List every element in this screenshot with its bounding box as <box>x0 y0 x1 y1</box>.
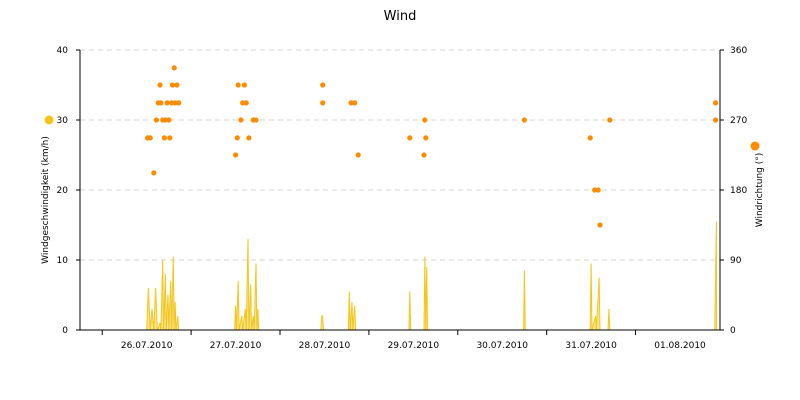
y-right-tick-label: 0 <box>730 326 736 336</box>
wind-direction-point <box>151 170 157 176</box>
y-right-tick-label: 270 <box>730 116 747 126</box>
y-left-tick-label: 20 <box>57 186 69 196</box>
y-left-axis-title: Windgeschwindigkeit (km/h) <box>41 136 51 264</box>
wind-direction-point <box>233 152 239 158</box>
wind-direction-point <box>597 222 603 228</box>
wind-direction-point <box>595 187 601 193</box>
wind-speed-area-path <box>146 221 717 331</box>
x-tick-label: 27.07.2010 <box>210 341 262 351</box>
wind-direction-points <box>145 65 719 228</box>
wind-direction-point <box>348 100 354 106</box>
gridlines <box>80 49 720 261</box>
speed-series-marker-icon <box>44 115 54 125</box>
wind-direction-point <box>320 82 326 88</box>
wind-direction-point <box>355 152 361 158</box>
wind-direction-point <box>253 117 259 123</box>
wind-direction-point <box>166 117 172 123</box>
wind-direction-point <box>164 100 170 106</box>
wind-direction-point <box>521 117 528 123</box>
wind-direction-point <box>713 100 719 106</box>
x-tick-label: 30.07.2010 <box>476 341 528 351</box>
wind-direction-point <box>157 82 163 88</box>
x-tick-label: 29.07.2010 <box>388 341 440 351</box>
wind-direction-point <box>587 135 593 141</box>
wind-direction-point <box>246 135 252 141</box>
x-tick-label: 01.08.2010 <box>654 341 706 351</box>
wind-direction-point <box>423 135 429 141</box>
chart-title: Wind <box>384 9 417 24</box>
direction-series-marker-icon <box>750 141 760 151</box>
wind-direction-point <box>607 117 613 123</box>
wind-direction-point <box>235 82 241 88</box>
wind-direction-point <box>238 117 244 123</box>
wind-direction-point <box>352 100 358 106</box>
wind-direction-point <box>713 117 719 123</box>
y-left-tick-label: 10 <box>57 256 69 266</box>
y-right-tick-label: 360 <box>730 46 747 56</box>
wind-direction-point <box>320 100 326 106</box>
y-right-tick-label: 180 <box>730 186 747 196</box>
wind-direction-point <box>161 135 167 141</box>
y-left-tick-label: 0 <box>62 326 68 336</box>
y-left-tick-label: 30 <box>57 116 69 126</box>
wind-direction-point <box>172 100 178 106</box>
wind-direction-point <box>147 135 153 141</box>
y-right-axis-title: Windrichtung (°) <box>755 153 765 228</box>
axes <box>76 49 724 335</box>
wind-direction-point <box>174 82 180 88</box>
x-tick-label: 31.07.2010 <box>565 341 617 351</box>
tick-labels: 0 10 20 30 40 0 90 180 270 360 26.07.2010 27.07.201… <box>57 46 748 351</box>
wind-direction-point <box>243 100 249 106</box>
x-tick-label: 28.07.2010 <box>299 341 351 351</box>
y-left-tick-label: 40 <box>57 46 69 56</box>
y-right-tick-label: 90 <box>730 256 742 266</box>
wind-direction-point <box>171 65 177 71</box>
wind-direction-point <box>422 117 428 123</box>
wind-direction-point <box>234 135 240 141</box>
wind-direction-point <box>169 82 175 88</box>
wind-direction-point <box>421 152 427 158</box>
wind-direction-point <box>158 100 164 106</box>
wind-direction-point <box>162 117 168 123</box>
wind-direction-point <box>241 82 247 88</box>
wind-speed-area <box>146 221 717 331</box>
wind-direction-point <box>176 100 182 106</box>
wind-direction-point <box>153 117 159 123</box>
wind-direction-point <box>167 135 173 141</box>
x-tick-label: 26.07.2010 <box>121 341 173 351</box>
wind-direction-point <box>407 135 413 141</box>
